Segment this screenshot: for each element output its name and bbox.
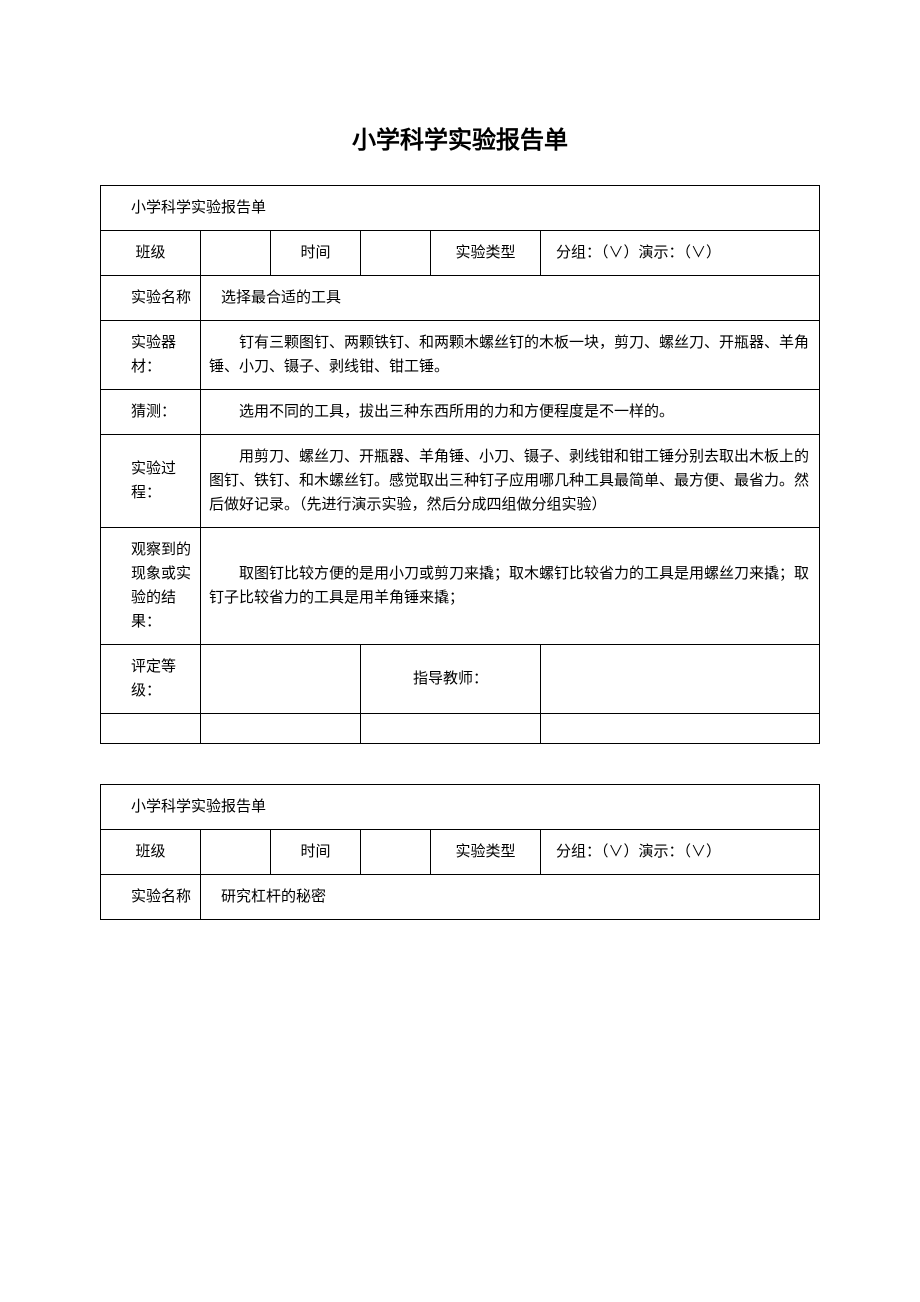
type-value-2: 分组：（∨）演示：（∨）	[541, 830, 820, 875]
time-value	[361, 231, 431, 276]
type-value: 分组：（∨）演示：（∨）	[541, 231, 820, 276]
equipment-label: 实验器材：	[101, 321, 201, 390]
time-value-2	[361, 830, 431, 875]
class-value-2	[201, 830, 271, 875]
grade-label: 评定等级：	[101, 645, 201, 714]
equipment-value: 钉有三颗图钉、两颗铁钉、和两颗木螺丝钉的木板一块，剪刀、螺丝刀、开瓶器、羊角锤、…	[201, 321, 820, 390]
empty-cell	[201, 714, 361, 744]
page-title: 小学科学实验报告单	[100, 120, 820, 155]
empty-cell	[361, 714, 541, 744]
empty-cell	[101, 714, 201, 744]
name-value: 选择最合适的工具	[201, 276, 820, 321]
name-label: 实验名称	[101, 276, 201, 321]
observe-label: 观察到的现象或实验的结果：	[101, 528, 201, 645]
grade-value	[201, 645, 361, 714]
time-label-2: 时间	[271, 830, 361, 875]
process-label: 实验过程：	[101, 435, 201, 528]
table-header: 小学科学实验报告单	[101, 186, 820, 231]
teacher-label: 指导教师：	[361, 645, 541, 714]
name-label-2: 实验名称	[101, 875, 201, 920]
guess-label: 猜测：	[101, 390, 201, 435]
name-value-2: 研究杠杆的秘密	[201, 875, 820, 920]
process-value: 用剪刀、螺丝刀、开瓶器、羊角锤、小刀、镊子、剥线钳和钳工锤分别去取出木板上的图钉…	[201, 435, 820, 528]
guess-value: 选用不同的工具，拔出三种东西所用的力和方便程度是不一样的。	[201, 390, 820, 435]
observe-value: 取图钉比较方便的是用小刀或剪刀来撬；取木螺钉比较省力的工具是用螺丝刀来撬；取钉子…	[201, 528, 820, 645]
time-label: 时间	[271, 231, 361, 276]
report-table-2: 小学科学实验报告单 班级 时间 实验类型 分组：（∨）演示：（∨） 实验名称 研…	[100, 784, 820, 920]
type-label-2: 实验类型	[431, 830, 541, 875]
report-table-1: 小学科学实验报告单 班级 时间 实验类型 分组：（∨）演示：（∨） 实验名称 选…	[100, 185, 820, 744]
table-header-2: 小学科学实验报告单	[101, 785, 820, 830]
empty-cell	[541, 714, 820, 744]
type-label: 实验类型	[431, 231, 541, 276]
class-label: 班级	[101, 231, 201, 276]
class-value	[201, 231, 271, 276]
class-label-2: 班级	[101, 830, 201, 875]
teacher-value	[541, 645, 820, 714]
